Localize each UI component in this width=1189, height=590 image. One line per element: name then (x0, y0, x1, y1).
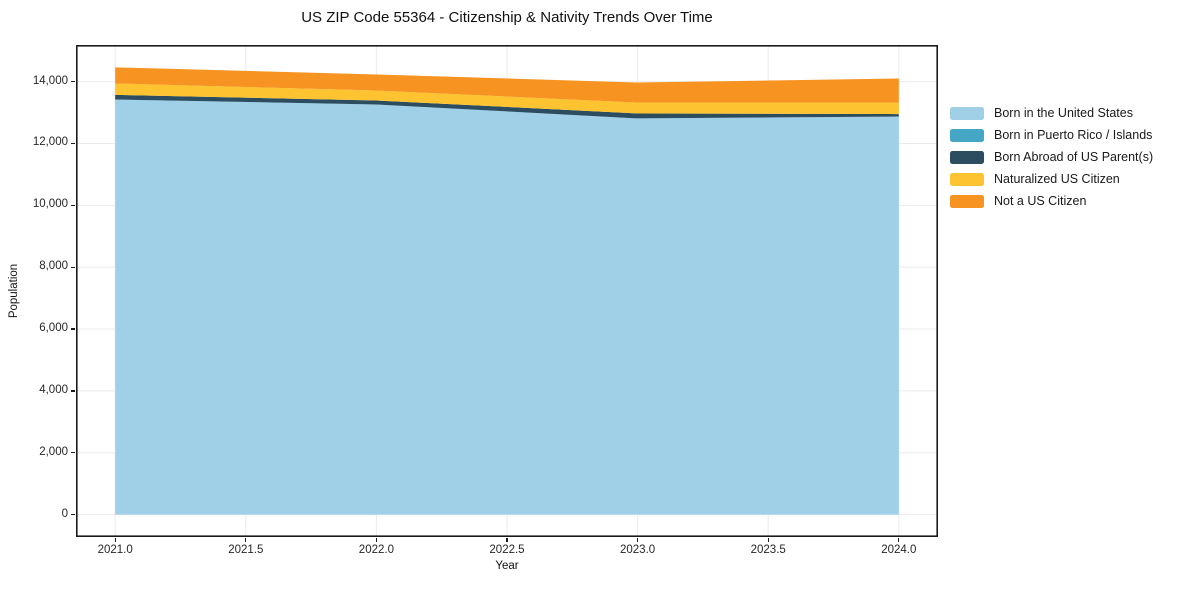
legend-swatch (950, 128, 984, 142)
legend-label: Naturalized US Citizen (994, 172, 1120, 186)
legend-swatch (950, 106, 984, 120)
x-tick-label: 2022.5 (489, 544, 525, 556)
y-tick-label: 12,000 (32, 136, 68, 149)
x-tick-mark (375, 538, 378, 542)
y-tick-label: 14,000 (32, 74, 68, 87)
y-tick-label: 8,000 (39, 260, 68, 273)
legend: Born in the United States Born in Puerto … (950, 102, 1153, 212)
x-tick-label: 2024.0 (881, 544, 917, 556)
y-tick-label: 2,000 (39, 445, 68, 458)
x-tick-label: 2022.0 (358, 544, 394, 556)
y-tick-label: 0 (61, 507, 68, 520)
legend-item: Born Abroad of US Parent(s) (950, 146, 1153, 168)
area-band-1 (115, 99, 899, 515)
y-tick-mark (71, 513, 75, 516)
legend-label: Not a US Citizen (994, 194, 1087, 208)
legend-item: Born in the United States (950, 102, 1153, 124)
x-tick-mark (245, 538, 247, 542)
x-tick-label: 2021.5 (228, 544, 264, 556)
legend-label: Born in the United States (994, 106, 1133, 120)
area-band-5 (115, 67, 899, 103)
x-tick-label: 2021.0 (97, 544, 133, 556)
y-tick-mark (71, 328, 75, 330)
x-tick-mark (506, 538, 508, 542)
legend-swatch (950, 194, 984, 208)
y-axis-label: Population (8, 263, 20, 319)
legend-label: Born in Puerto Rico / Islands (994, 128, 1153, 142)
plot-border (76, 45, 938, 537)
x-tick-mark (898, 538, 900, 542)
legend-label: Born Abroad of US Parent(s) (994, 150, 1154, 164)
y-tick-label: 6,000 (39, 322, 68, 335)
x-tick-label: 2023.0 (620, 544, 656, 556)
x-tick-mark (114, 538, 116, 542)
legend-item: Not a US Citizen (950, 190, 1153, 212)
y-tick-mark (71, 390, 75, 392)
x-tick-mark (636, 538, 639, 542)
chart-title: US ZIP Code 55364 - Citizenship & Nativi… (301, 9, 713, 26)
x-tick-label: 2023.5 (750, 544, 786, 556)
plot-area (76, 45, 938, 537)
x-axis-label: Year (495, 560, 519, 572)
y-tick-mark (71, 80, 75, 83)
y-tick-mark (71, 266, 75, 268)
legend-item: Naturalized US Citizen (950, 168, 1153, 190)
legend-item: Born in Puerto Rico / Islands (950, 124, 1153, 146)
y-tick-mark (71, 452, 75, 454)
y-tick-label: 10,000 (32, 198, 68, 211)
y-tick-mark (71, 204, 75, 206)
area-band-3 (115, 94, 899, 119)
legend-swatch (950, 150, 984, 164)
y-tick-label: 4,000 (39, 383, 68, 396)
area-band-4 (115, 83, 899, 115)
x-tick-mark (767, 538, 769, 542)
legend-swatch (950, 172, 984, 186)
y-tick-mark (71, 142, 75, 145)
